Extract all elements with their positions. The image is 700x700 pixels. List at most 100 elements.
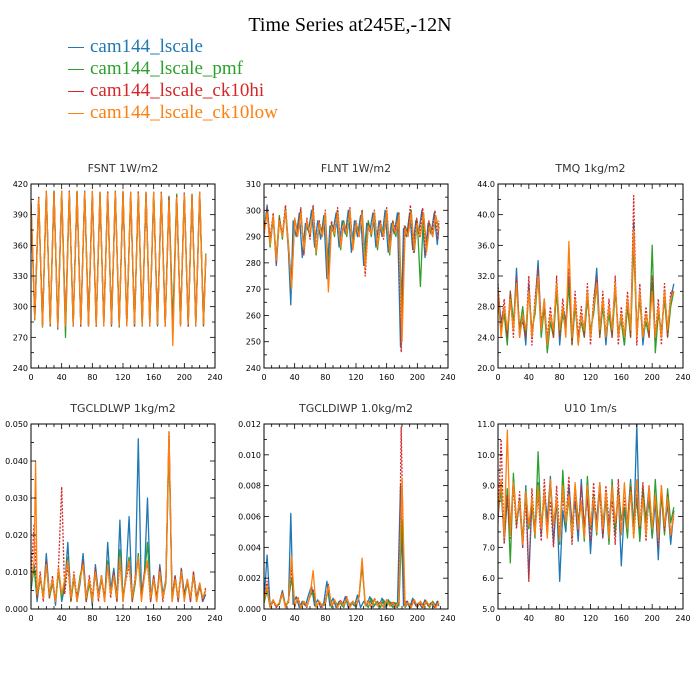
chart-panel: FSNT 1W/m2 0 40 80 120 160 200 240 240 270 300 330 3… (13, 162, 223, 382)
y-tick-label: 0.000 (238, 605, 261, 614)
x-tick-label: 160 (379, 614, 394, 623)
y-tick-label: 0.010 (238, 451, 261, 460)
y-tick-label: 44.0 (477, 180, 495, 189)
y-tick-label: 360 (13, 241, 28, 250)
y-tick-label: 0.008 (238, 482, 261, 491)
x-tick-label: 80 (555, 373, 565, 382)
y-tick-label: 9.0 (482, 482, 495, 491)
y-tick-label: 8.0 (482, 513, 495, 522)
chart-title: TGCLDIWP 1.0kg/m2 (298, 402, 413, 415)
x-tick-label: 0 (261, 614, 266, 623)
x-tick-label: 120 (348, 373, 363, 382)
y-tick-label: 330 (13, 272, 28, 281)
y-tick-label: 10.0 (477, 451, 495, 460)
y-tick-label: 240 (246, 364, 261, 373)
plot-frame (497, 423, 684, 610)
y-tick-label: 11.0 (477, 420, 495, 429)
y-tick-label: 6.0 (482, 574, 495, 583)
x-tick-label: 200 (410, 614, 425, 623)
legend-item: cam144_lscale_ck10hi (68, 80, 278, 102)
y-tick-label: 310 (246, 180, 261, 189)
legend-item: cam144_lscale (68, 36, 278, 58)
series-line (498, 429, 675, 545)
x-tick-label: 80 (87, 614, 97, 623)
chart-title: TGCLDLWP 1kg/m2 (69, 402, 175, 415)
x-tick-label: 120 (583, 614, 598, 623)
x-tick-label: 40 (290, 614, 300, 623)
legend-item: cam144_lscale_pmf (68, 58, 278, 80)
x-tick-label: 200 (177, 373, 192, 382)
legend-swatch (68, 90, 84, 92)
y-tick-label: 0.040 (5, 457, 28, 466)
series-line (31, 190, 207, 347)
x-tick-label: 160 (614, 614, 629, 623)
y-tick-label: 0.002 (238, 574, 261, 583)
x-tick-label: 200 (410, 373, 425, 382)
y-tick-label: 290 (246, 233, 261, 242)
chart-panel: FLNT 1W/m2 0 40 80 120 160 200 240 240 250 260 270 2… (246, 162, 456, 382)
x-tick-label: 0 (28, 614, 33, 623)
y-tick-label: 0.012 (238, 420, 261, 429)
series-group (264, 426, 440, 609)
y-tick-label: 0.000 (5, 605, 28, 614)
series-line (31, 430, 207, 603)
series-line (264, 204, 440, 348)
x-tick-label: 160 (146, 614, 161, 623)
y-tick-label: 420 (13, 180, 28, 189)
x-tick-label: 40 (524, 614, 534, 623)
x-tick-label: 240 (675, 373, 690, 382)
x-tick-label: 40 (290, 373, 300, 382)
y-tick-label: 32.0 (477, 272, 495, 281)
x-tick-label: 0 (28, 373, 33, 382)
y-tick-label: 7.0 (482, 543, 495, 552)
y-tick-label: 0.030 (5, 494, 28, 503)
x-tick-label: 200 (645, 614, 660, 623)
x-tick-label: 0 (495, 373, 500, 382)
y-tick-label: 0.004 (238, 543, 261, 552)
y-tick-label: 24.0 (477, 333, 495, 342)
x-tick-label: 120 (115, 373, 130, 382)
series-group (31, 430, 207, 606)
x-tick-label: 160 (614, 373, 629, 382)
x-tick-label: 80 (555, 614, 565, 623)
legend-label: cam144_lscale_ck10hi (90, 80, 265, 101)
y-tick-label: 270 (246, 285, 261, 294)
chart-title: FLNT 1W/m2 (321, 162, 391, 175)
y-tick-label: 240 (13, 364, 28, 373)
y-tick-label: 250 (246, 338, 261, 347)
x-tick-label: 240 (440, 614, 455, 623)
x-tick-label: 240 (207, 373, 222, 382)
y-tick-label: 40.0 (477, 211, 495, 220)
legend-item: cam144_lscale_ck10low (68, 102, 278, 124)
series-group (498, 194, 675, 354)
legend-swatch (68, 46, 84, 48)
x-tick-label: 160 (146, 373, 161, 382)
x-tick-label: 120 (348, 614, 363, 623)
y-tick-label: 28.0 (477, 303, 495, 312)
legend-label: cam144_lscale_pmf (90, 58, 244, 79)
y-tick-label: 36.0 (477, 241, 495, 250)
chart-title: FSNT 1W/m2 (88, 162, 159, 175)
series-line (264, 209, 440, 343)
series-line (498, 229, 675, 346)
x-tick-label: 80 (87, 373, 97, 382)
x-tick-label: 120 (115, 614, 130, 623)
legend-label: cam144_lscale_ck10low (90, 102, 278, 123)
x-tick-label: 40 (524, 373, 534, 382)
x-tick-label: 40 (57, 373, 67, 382)
series-group (498, 424, 675, 582)
y-tick-label: 300 (246, 206, 261, 215)
y-tick-label: 260 (246, 311, 261, 320)
y-tick-label: 270 (13, 333, 28, 342)
x-tick-label: 200 (645, 373, 660, 382)
legend-label: cam144_lscale (90, 36, 203, 57)
series-group (264, 204, 440, 353)
y-tick-label: 390 (13, 211, 28, 220)
legend: cam144_lscale cam144_lscale_pmf cam144_l… (68, 36, 278, 124)
chart-title: U10 1m/s (564, 402, 617, 415)
x-tick-label: 0 (261, 373, 266, 382)
x-tick-label: 80 (320, 373, 330, 382)
x-tick-label: 200 (177, 614, 192, 623)
x-tick-label: 160 (379, 373, 394, 382)
